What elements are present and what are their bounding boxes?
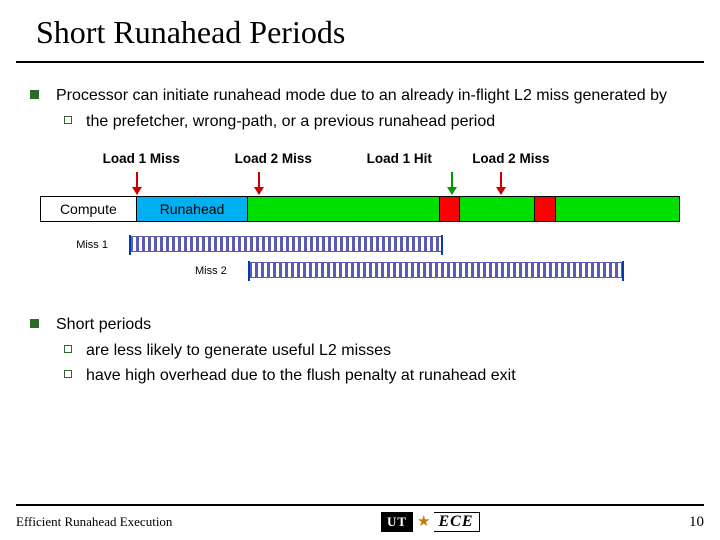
miss-bar-label: Miss 2 [195,264,227,279]
bullet-2-sub: have high overhead due to the flush pena… [56,365,690,387]
sub-bullet-icon [64,345,72,353]
bullet-2-sub-text: have high overhead due to the flush pena… [86,367,516,384]
bullet-2-sub: are less likely to generate useful L2 mi… [56,340,690,362]
timeline-segment: Compute [41,197,137,221]
bullet-1: Processor can initiate runahead mode due… [30,85,690,132]
bullet-1-sub: the prefetcher, wrong-path, or a previou… [56,111,690,133]
page-number: 10 [689,514,704,531]
arrow-down-icon [500,172,502,194]
bullet-1-text: Processor can initiate runahead mode due… [56,87,667,104]
timeline-top-label: Load 2 Miss [235,150,312,168]
sub-bullet-icon [64,116,72,124]
timeline-segment [535,197,555,221]
miss-bar [248,262,624,278]
footer-left-text: Efficient Runahead Execution [16,514,172,530]
timeline-top-label: Load 2 Miss [472,150,549,168]
slide-title: Short Runahead Periods [16,0,704,63]
miss-bar-cap-icon [248,261,250,281]
ut-ece-logo: UT ★ ECE [381,512,481,532]
logo-ece-text: ECE [434,512,480,532]
logo-star-icon: ★ [415,515,432,530]
timeline-segment [440,197,460,221]
bullet-1-sub-text: the prefetcher, wrong-path, or a previou… [86,113,495,130]
slide-footer: Efficient Runahead Execution UT ★ ECE 10 [16,504,704,532]
bullet-2-text: Short periods [56,316,151,333]
arrow-down-icon [451,172,453,194]
arrow-down-icon [136,172,138,194]
timeline-diagram: Load 1 Miss Load 2 Miss Load 1 Hit Load 2 M… [30,150,690,300]
timeline-top-label: Load 1 Hit [367,150,432,168]
miss-bar-cap-icon [129,235,131,255]
miss-bar-cap-icon [441,235,443,255]
timeline-bar: ComputeRunahead [40,196,680,222]
timeline-segment [460,197,535,221]
timeline-segment [248,197,439,221]
bullet-2-sub-text: are less likely to generate useful L2 mi… [86,342,391,359]
bullet-icon [30,90,39,99]
sub-bullet-icon [64,370,72,378]
bullet-icon [30,319,39,328]
timeline-segment [556,197,679,221]
miss-bar [129,236,443,252]
bullet-2: Short periods are less likely to generat… [30,314,690,387]
miss-bar-cap-icon [622,261,624,281]
timeline-segment: Runahead [137,197,249,221]
slide-content: Processor can initiate runahead mode due… [0,63,720,387]
logo-ut-text: UT [381,512,413,532]
timeline-top-label: Load 1 Miss [103,150,180,168]
arrow-down-icon [258,172,260,194]
miss-bar-label: Miss 1 [76,238,108,253]
